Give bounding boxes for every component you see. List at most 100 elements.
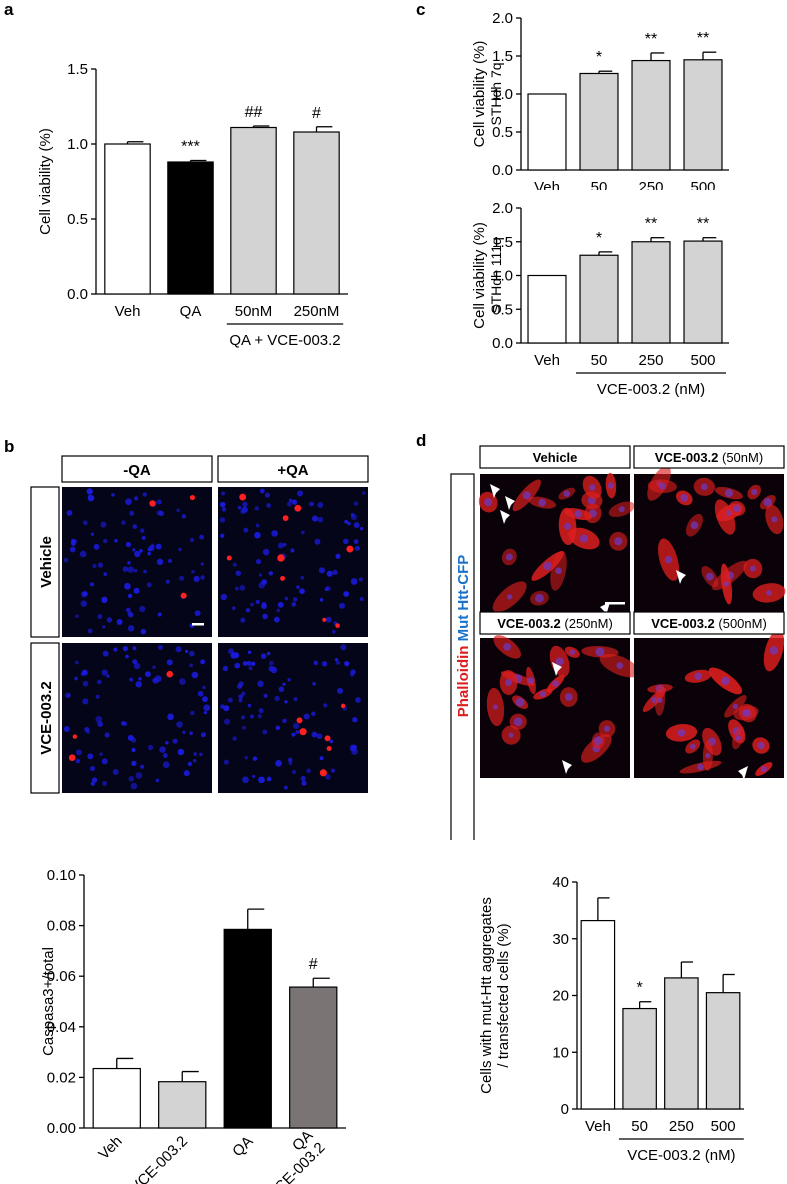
nucleus-dot	[189, 663, 193, 668]
nucleus-dot	[172, 738, 178, 744]
bar-c_bottom-2	[631, 241, 671, 344]
nucleus-dot	[242, 661, 248, 666]
nucleus-dot	[150, 543, 155, 548]
row-header-vce: VCE-003.2	[38, 681, 55, 754]
nucleus-dot	[146, 582, 152, 588]
nucleus-dot	[183, 770, 190, 777]
tile-header-label: VCE-003.2 (250nM)	[497, 616, 613, 631]
htt-signal	[690, 521, 699, 530]
nucleus-dot	[112, 769, 119, 775]
nucleus-dot	[147, 744, 154, 751]
x-tick-label: 250nM	[294, 303, 340, 320]
nucleus-dot	[157, 644, 163, 650]
nucleus-dot	[87, 628, 93, 634]
nucleus-dot	[325, 774, 331, 780]
nucleus-dot	[103, 538, 108, 544]
nucleus-dot	[266, 503, 271, 508]
nucleus-dot	[255, 558, 262, 565]
nucleus-dot	[103, 572, 108, 576]
nucleus-dot	[251, 661, 256, 666]
scale-bar	[192, 623, 204, 626]
chart-d-aggregates: 0 10 20 30 40 Veh * 50 250 500 Cells with mut-Htt …	[478, 874, 744, 1164]
nucleus-dot	[277, 542, 284, 549]
nucleus-dot	[287, 757, 293, 763]
htt-signal	[593, 736, 603, 746]
nucleus-dot	[297, 490, 304, 497]
nucleus-dot	[324, 587, 329, 592]
nucleus-dot	[121, 721, 126, 726]
nucleus-dot	[81, 669, 88, 676]
nucleus-dot	[179, 575, 185, 581]
nucleus-dot	[139, 605, 146, 613]
caspase-positive-cell	[68, 754, 76, 761]
nucleus-dot	[254, 506, 260, 511]
y-tick-label: 40	[552, 874, 569, 891]
y-tick-label: 0.02	[47, 1069, 76, 1086]
htt-signal	[506, 594, 513, 600]
nucleus-dot	[291, 732, 296, 737]
scale-bar	[605, 602, 625, 605]
htt-signal	[505, 553, 513, 561]
y-axis-label: Caspasa3+/total	[40, 947, 57, 1056]
nucleus-dot	[323, 703, 328, 708]
nucleus-dot	[97, 614, 103, 619]
htt-signal	[732, 703, 739, 710]
y-tick-label: 0.08	[47, 918, 76, 935]
chart-a-cell-viability: 0.0 0.5 1.0 1.5 Veh *** QA ## 50nM #250nM Cell via…	[37, 61, 348, 349]
nucleus-dot	[91, 777, 98, 783]
nucleus-dot	[199, 534, 205, 540]
nucleus-dot	[90, 582, 95, 587]
nucleus-dot	[97, 562, 104, 568]
nucleus-dot	[311, 731, 318, 738]
group-label: VCE-003.2 (nM)	[597, 381, 705, 398]
nucleus-dot	[127, 611, 133, 617]
panel-letter-a: a	[4, 0, 14, 19]
htt-signal	[569, 649, 576, 656]
panel-letter-b: b	[4, 437, 15, 456]
nucleus-dot	[135, 681, 142, 688]
nucleus-dot	[203, 704, 211, 711]
nucleus-dot	[179, 678, 186, 685]
htt-signal	[513, 717, 523, 727]
nucleus-dot	[138, 676, 142, 681]
nucleus-dot	[75, 749, 82, 756]
nucleus-dot	[190, 710, 195, 716]
micrographs-d: Phalloidin Mut Htt-CFP Vehicle VCE-003.2 …	[450, 445, 786, 840]
nucleus-dot	[317, 501, 324, 508]
nucleus-dot	[80, 600, 87, 607]
nucleus-dot	[66, 693, 71, 698]
x-tick-label: 500	[690, 179, 715, 190]
nucleus-dot	[142, 492, 147, 497]
nucleus-dot	[176, 508, 181, 513]
nucleus-dot	[286, 501, 292, 507]
bar-c_bottom-0	[527, 274, 567, 344]
nucleus-dot	[140, 764, 145, 769]
y-tick-label: 30	[552, 931, 569, 948]
nucleus-dot	[104, 732, 110, 738]
tile-b-vehicle-plus-qa	[218, 487, 368, 637]
nucleus-dot	[63, 726, 70, 732]
bar-d_chart-3	[705, 992, 741, 1110]
htt-signal	[535, 593, 544, 603]
nucleus-dot	[271, 530, 278, 537]
y-axis-label-secondary: / transfected cells (%)	[495, 923, 512, 1067]
nucleus-dot	[227, 697, 233, 703]
nucleus-dot	[131, 760, 137, 767]
nucleus-dot	[122, 645, 129, 652]
nucleus-dot	[155, 543, 162, 550]
htt-signal	[769, 646, 779, 655]
caspase-positive-cell	[166, 670, 174, 678]
nucleus-dot	[245, 608, 251, 613]
nucleus-dot	[355, 697, 361, 703]
arrowhead-icon	[676, 570, 686, 584]
nucleus-dot	[139, 549, 143, 553]
caspase-positive-cell	[326, 746, 332, 752]
nucleus-dot	[189, 650, 195, 657]
nucleus-dot	[224, 718, 231, 725]
htt-signal	[749, 565, 756, 572]
nucleus-dot	[311, 711, 316, 717]
nucleus-dot	[82, 680, 89, 687]
caspase-positive-cell	[346, 545, 354, 553]
nucleus-dot	[220, 593, 227, 601]
htt-signal	[664, 555, 673, 564]
